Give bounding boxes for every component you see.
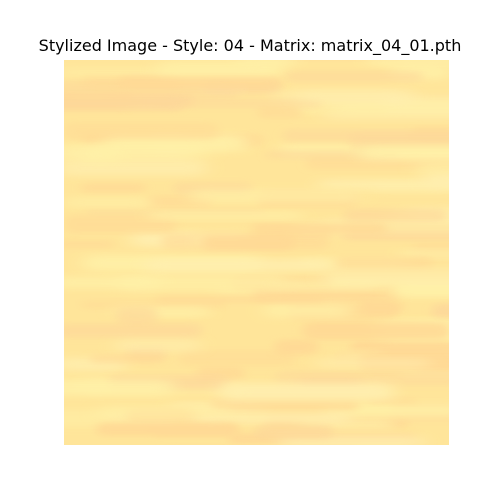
- texture-streak: [254, 425, 333, 439]
- texture-streak: [117, 275, 287, 291]
- texture-streak: [116, 307, 158, 325]
- texture-streak: [323, 268, 449, 286]
- texture-streak: [64, 215, 177, 234]
- texture-streak: [64, 197, 151, 208]
- texture-streak: [96, 422, 239, 436]
- texture-streak: [81, 183, 146, 192]
- texture-streak: [357, 341, 449, 353]
- figure-title: Stylized Image - Style: 04 - Matrix: mat…: [38, 36, 462, 55]
- texture-streak: [144, 259, 333, 272]
- texture-streak: [251, 222, 387, 235]
- texture-streak: [64, 159, 207, 176]
- texture-streak: [263, 304, 351, 318]
- texture-streak: [257, 106, 303, 119]
- texture-streak: [358, 300, 403, 314]
- texture-streak: [211, 398, 358, 412]
- texture-streak: [64, 277, 160, 289]
- texture-streak: [237, 60, 297, 67]
- texture-streak: [424, 173, 449, 187]
- texture-streak: [64, 240, 114, 249]
- texture-streak: [343, 208, 448, 223]
- texture-streak: [416, 160, 449, 178]
- texture-streak: [98, 405, 231, 421]
- texture-streak: [401, 250, 449, 258]
- texture-streak: [64, 122, 219, 140]
- texture-streak: [219, 383, 394, 401]
- texture-streak: [194, 413, 351, 424]
- texture-streak: [298, 90, 406, 104]
- texture-streak: [155, 98, 322, 108]
- texture-streak: [115, 339, 200, 352]
- texture-streak: [202, 235, 294, 250]
- texture-streak: [64, 380, 174, 396]
- texture-streak: [156, 295, 323, 303]
- texture-streak: [189, 188, 361, 203]
- texture-streak: [315, 358, 431, 368]
- texture-streak: [118, 76, 282, 88]
- texture-streak: [301, 322, 449, 340]
- texture-streak: [64, 323, 202, 338]
- texture-streak: [321, 111, 449, 121]
- texture-streak: [64, 67, 169, 77]
- texture-streak: [390, 282, 449, 297]
- texture-streak: [78, 145, 123, 162]
- texture-streak: [282, 129, 449, 143]
- texture-streak: [431, 303, 449, 321]
- texture-streak: [285, 71, 423, 82]
- stylized-texture-image-icon: [64, 60, 449, 445]
- texture-streak: [367, 60, 449, 66]
- texture-streak: [318, 179, 449, 190]
- texture-streak: [149, 212, 302, 220]
- texture-streak: [305, 156, 449, 170]
- texture-streak: [359, 145, 449, 160]
- texture-streak: [64, 95, 185, 112]
- texture-streak: [334, 257, 433, 270]
- texture-streak: [90, 354, 164, 364]
- texture-streak: [179, 350, 295, 366]
- texture-streak: [274, 339, 319, 355]
- stylized-image: [64, 60, 449, 445]
